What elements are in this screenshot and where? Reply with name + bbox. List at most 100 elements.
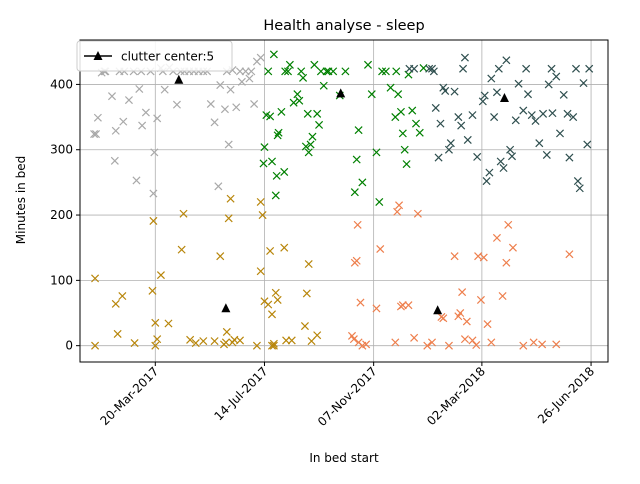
data-point-series-2 [463, 135, 472, 144]
data-point-series-1 [304, 148, 313, 157]
data-point-series-3 [235, 336, 245, 345]
data-point-series-2 [535, 139, 544, 148]
legend-triangle-marker [93, 51, 103, 60]
data-point-series-4 [519, 341, 528, 350]
y-tick-label: 400 [50, 77, 73, 91]
data-point-series-1 [272, 171, 281, 180]
data-point-series-2 [485, 168, 494, 177]
data-point-series-0 [153, 114, 162, 123]
data-point-series-1 [269, 50, 278, 59]
data-point-series-4 [393, 207, 402, 216]
data-point-series-1 [396, 107, 405, 116]
data-point-series-2 [434, 153, 443, 162]
data-point-series-1 [354, 126, 363, 135]
data-point-series-3 [186, 335, 195, 344]
data-point-series-4 [508, 243, 517, 252]
data-point-series-4 [498, 292, 507, 301]
data-point-series-4 [565, 250, 574, 259]
data-point-series-0 [141, 108, 150, 117]
data-point-series-0 [245, 74, 254, 83]
data-point-series-4 [487, 338, 496, 347]
data-point-series-0 [237, 77, 246, 86]
data-point-series-4 [349, 335, 358, 344]
chart-title: Health analyse - sleep [263, 18, 424, 34]
data-point-series-3 [210, 337, 219, 346]
data-point-series-1 [392, 67, 401, 76]
data-point-series-1 [408, 106, 417, 115]
data-point-series-2 [522, 64, 531, 73]
data-point-series-4 [460, 335, 469, 344]
data-point-series-1 [367, 90, 376, 99]
data-point-series-3 [264, 300, 273, 309]
data-point-series-4 [372, 304, 381, 313]
data-point-series-0 [224, 140, 233, 149]
data-point-series-1 [306, 140, 315, 149]
x-tick-label: 14-Jul-2017 [211, 364, 270, 423]
data-point-series-4 [504, 220, 513, 229]
data-point-series-1 [415, 128, 424, 137]
data-point-series-3 [273, 295, 282, 304]
data-point-series-0 [214, 182, 223, 191]
data-point-series-1 [315, 120, 324, 129]
data-point-series-4 [391, 338, 400, 347]
data-point-series-1 [283, 67, 293, 76]
data-point-series-1 [264, 67, 273, 76]
data-point-series-3 [256, 267, 265, 276]
data-point-series-2 [506, 145, 515, 154]
data-point-series-4 [483, 320, 492, 329]
data-point-series-2 [547, 64, 556, 73]
data-point-series-4 [538, 340, 547, 349]
data-point-series-2 [519, 106, 528, 115]
data-point-series-3 [266, 246, 275, 255]
data-point-series-2 [459, 64, 468, 73]
legend-label: clutter center:5 [121, 50, 214, 64]
data-point-series-0 [124, 96, 133, 105]
data-point-series-4 [456, 308, 465, 318]
data-point-series-0 [172, 100, 181, 109]
data-point-series-2 [457, 121, 466, 130]
y-axis-label: Minutes in bed [14, 156, 28, 244]
data-point-series-1 [308, 132, 317, 141]
data-point-series-3 [269, 341, 278, 350]
data-point-series-0 [216, 81, 225, 90]
data-point-series-1 [341, 67, 350, 76]
data-point-series-4 [476, 295, 485, 304]
data-point-series-1 [313, 109, 322, 118]
data-point-series-2 [492, 88, 501, 97]
cluster-center-marker [174, 74, 184, 84]
data-point-series-3 [302, 289, 311, 298]
data-point-series-3 [113, 329, 122, 338]
data-point-series-0 [132, 176, 141, 185]
data-point-series-3 [226, 194, 235, 203]
data-point-series-3 [267, 310, 277, 319]
data-point-series-1 [381, 67, 390, 76]
data-point-series-2 [531, 116, 540, 126]
data-point-series-4 [423, 341, 432, 350]
data-point-series-1 [375, 197, 384, 207]
data-point-series-3 [269, 339, 278, 348]
data-point-series-1 [310, 60, 319, 69]
data-point-series-2 [514, 79, 523, 88]
data-point-series-1 [398, 129, 407, 138]
data-point-series-2 [502, 56, 511, 65]
data-point-series-4 [395, 201, 404, 210]
data-point-series-2 [552, 72, 561, 81]
data-point-series-1 [285, 60, 294, 69]
data-point-series-3 [221, 338, 230, 347]
data-point-series-4 [427, 338, 437, 347]
y-tick-label: 300 [50, 143, 73, 157]
data-point-series-0 [91, 130, 101, 139]
data-point-series-3 [179, 209, 188, 218]
x-tick-label: 02-Mar-2018 [424, 364, 488, 428]
x-tick-label: 07-Nov-2017 [315, 364, 380, 429]
data-point-series-2 [511, 116, 520, 125]
data-point-series-0 [107, 92, 117, 101]
data-point-series-1 [411, 119, 421, 128]
data-point-series-0 [235, 67, 245, 76]
data-point-series-0 [135, 84, 144, 94]
data-point-series-0 [247, 67, 256, 76]
data-point-series-2 [425, 64, 434, 73]
data-point-series-0 [93, 113, 102, 122]
data-point-series-3 [280, 243, 289, 252]
data-point-series-4 [362, 340, 371, 349]
